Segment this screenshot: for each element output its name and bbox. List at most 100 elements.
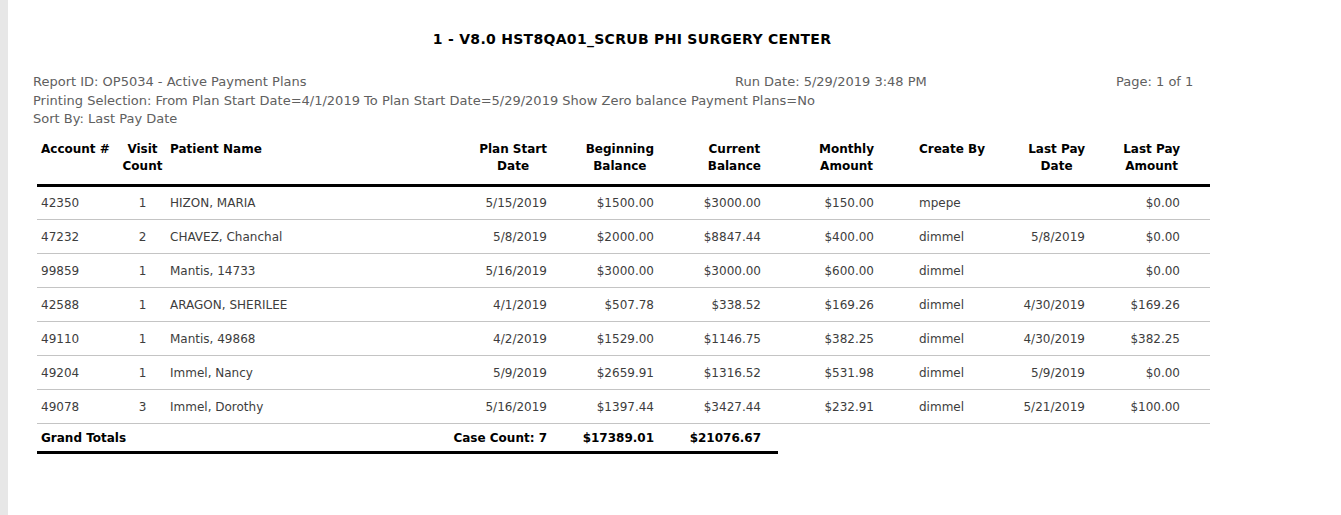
cell-beginning-balance: $2000.00 [547, 220, 654, 254]
cell-last-pay-date: 4/30/2019 [990, 288, 1085, 322]
grand-totals-label: Grand Totals [37, 424, 170, 453]
cell-beginning-balance: $1397.44 [547, 390, 654, 424]
col-header-plan-start-date: Plan StartDate [432, 141, 547, 186]
grand-totals-beginning: $17389.01 [547, 424, 654, 453]
sort-by: Sort By: Last Pay Date [33, 111, 177, 126]
cell-patient-name: Mantis, 14733 [170, 254, 432, 288]
cell-plan-start-date: 5/9/2019 [432, 356, 547, 390]
cell-plan-start-date: 4/1/2019 [432, 288, 547, 322]
cell-visit-count: 1 [115, 356, 170, 390]
cell-last-pay-amount: $0.00 [1085, 186, 1210, 220]
table-row: 472322CHAVEZ, Chanchal5/8/2019$2000.00$8… [37, 220, 1210, 254]
cell-current-balance: $3000.00 [654, 254, 778, 288]
cell-account-number: 49204 [37, 356, 115, 390]
page-number: Page: 1 of 1 [1116, 74, 1193, 89]
cell-account-number: 47232 [37, 220, 115, 254]
cell-visit-count: 1 [115, 288, 170, 322]
cell-create-by: dimmel [874, 356, 990, 390]
cell-visit-count: 2 [115, 220, 170, 254]
col-header-visit-count: VisitCount [115, 141, 170, 186]
cell-beginning-balance: $1529.00 [547, 322, 654, 356]
cell-last-pay-amount: $100.00 [1085, 390, 1210, 424]
col-header-beginning-balance: BeginningBalance [547, 141, 654, 186]
table-row: 425881ARAGON, SHERILEE4/1/2019$507.78$33… [37, 288, 1210, 322]
table-row: 491101Mantis, 498684/2/2019$1529.00$1146… [37, 322, 1210, 356]
col-header-account: Account # [37, 141, 115, 186]
cell-last-pay-date [990, 186, 1085, 220]
col-header-last-pay-amount: Last PayAmount [1085, 141, 1210, 186]
cell-create-by: dimmel [874, 254, 990, 288]
cell-patient-name: Immel, Dorothy [170, 390, 432, 424]
run-date: Run Date: 5/29/2019 3:48 PM [735, 74, 927, 89]
cell-last-pay-amount: $169.26 [1085, 288, 1210, 322]
cell-last-pay-date: 5/8/2019 [990, 220, 1085, 254]
cell-patient-name: ARAGON, SHERILEE [170, 288, 432, 322]
cell-create-by: dimmel [874, 288, 990, 322]
cell-create-by: mpepe [874, 186, 990, 220]
cell-patient-name: HIZON, MARIA [170, 186, 432, 220]
table-row: 998591Mantis, 147335/16/2019$3000.00$300… [37, 254, 1210, 288]
cell-visit-count: 3 [115, 390, 170, 424]
table-header-row: Account # VisitCount Patient Name Plan S… [37, 141, 1210, 186]
cell-patient-name: Mantis, 49868 [170, 322, 432, 356]
cell-visit-count: 1 [115, 322, 170, 356]
cell-plan-start-date: 5/15/2019 [432, 186, 547, 220]
cell-current-balance: $8847.44 [654, 220, 778, 254]
cell-monthly-amount: $400.00 [778, 220, 874, 254]
cell-last-pay-date [990, 254, 1085, 288]
grand-totals-spacer [170, 424, 432, 453]
cell-visit-count: 1 [115, 254, 170, 288]
report-id: Report ID: OP5034 - Active Payment Plans [33, 74, 307, 89]
cell-plan-start-date: 5/16/2019 [432, 390, 547, 424]
cell-account-number: 99859 [37, 254, 115, 288]
cell-last-pay-amount: $0.00 [1085, 356, 1210, 390]
cell-current-balance: $3427.44 [654, 390, 778, 424]
cell-last-pay-amount: $0.00 [1085, 254, 1210, 288]
cell-plan-start-date: 4/2/2019 [432, 322, 547, 356]
col-header-monthly-amount: MonthlyAmount [778, 141, 874, 186]
col-header-last-pay-date: Last PayDate [990, 141, 1085, 186]
table-row: 490783Immel, Dorothy5/16/2019$1397.44$34… [37, 390, 1210, 424]
table-row: 492041Immel, Nancy5/9/2019$2659.91$1316.… [37, 356, 1210, 390]
page-left-margin [0, 0, 8, 515]
cell-monthly-amount: $600.00 [778, 254, 874, 288]
cell-beginning-balance: $2659.91 [547, 356, 654, 390]
cell-plan-start-date: 5/16/2019 [432, 254, 547, 288]
cell-monthly-amount: $382.25 [778, 322, 874, 356]
cell-account-number: 42588 [37, 288, 115, 322]
cell-visit-count: 1 [115, 186, 170, 220]
cell-plan-start-date: 5/8/2019 [432, 220, 547, 254]
cell-create-by: dimmel [874, 322, 990, 356]
cell-last-pay-amount: $382.25 [1085, 322, 1210, 356]
cell-beginning-balance: $3000.00 [547, 254, 654, 288]
cell-monthly-amount: $169.26 [778, 288, 874, 322]
col-header-current-balance: CurrentBalance [654, 141, 778, 186]
cell-current-balance: $3000.00 [654, 186, 778, 220]
cell-account-number: 42350 [37, 186, 115, 220]
report-title: 1 - V8.0 HST8QA01_SCRUB PHI SURGERY CENT… [37, 31, 1227, 47]
report-page: 1 - V8.0 HST8QA01_SCRUB PHI SURGERY CENT… [0, 0, 1341, 515]
cell-monthly-amount: $531.98 [778, 356, 874, 390]
cell-last-pay-amount: $0.00 [1085, 220, 1210, 254]
cell-last-pay-date: 5/9/2019 [990, 356, 1085, 390]
cell-last-pay-date: 4/30/2019 [990, 322, 1085, 356]
col-header-patient-name: Patient Name [170, 141, 432, 186]
cell-current-balance: $1146.75 [654, 322, 778, 356]
cell-current-balance: $1316.52 [654, 356, 778, 390]
printing-selection: Printing Selection: From Plan Start Date… [33, 93, 815, 108]
cell-current-balance: $338.52 [654, 288, 778, 322]
col-header-create-by: Create By [874, 141, 990, 186]
cell-beginning-balance: $1500.00 [547, 186, 654, 220]
cell-account-number: 49110 [37, 322, 115, 356]
cell-account-number: 49078 [37, 390, 115, 424]
cell-create-by: dimmel [874, 220, 990, 254]
cell-create-by: dimmel [874, 390, 990, 424]
cell-last-pay-date: 5/21/2019 [990, 390, 1085, 424]
grand-totals-case-count: Case Count: 7 [432, 424, 547, 453]
table-row: 423501HIZON, MARIA5/15/2019$1500.00$3000… [37, 186, 1210, 220]
grand-totals-row: Grand Totals Case Count: 7 $17389.01 $21… [37, 424, 1210, 453]
cell-monthly-amount: $232.91 [778, 390, 874, 424]
cell-patient-name: CHAVEZ, Chanchal [170, 220, 432, 254]
cell-monthly-amount: $150.00 [778, 186, 874, 220]
cell-beginning-balance: $507.78 [547, 288, 654, 322]
